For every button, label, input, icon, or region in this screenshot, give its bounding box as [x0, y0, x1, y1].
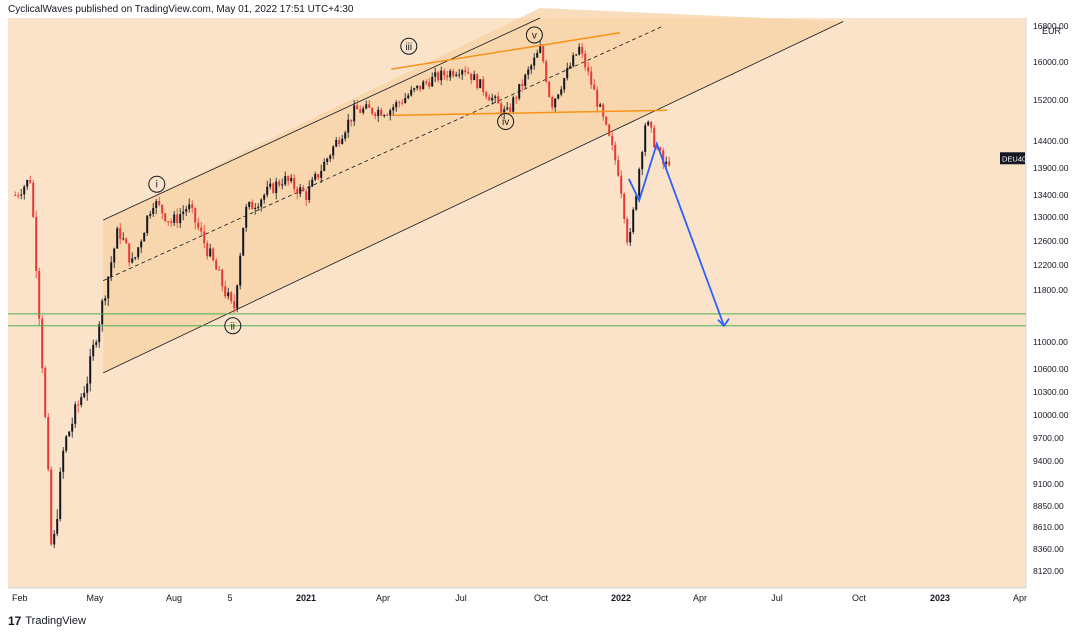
price-tick-label: 8850.00	[1033, 501, 1064, 511]
price-axis[interactable]: 16800.00 16000.00 15200.00 14400.00 13900.00…	[1000, 18, 1080, 588]
price-tick-label: 8610.00	[1033, 522, 1064, 532]
wave-label-text: iii	[405, 42, 412, 53]
time-tick-label: 5	[227, 593, 232, 603]
time-tick-label: Apr	[693, 593, 707, 603]
price-tick-label: 12200.00	[1033, 260, 1069, 270]
time-tick-label: 2023	[930, 593, 950, 603]
price-tick-label: 8120.00	[1033, 566, 1064, 576]
price-tick-label: 11800.00	[1033, 285, 1068, 295]
footer: 17 TradingView	[8, 614, 86, 628]
wave-label-text: ii	[231, 321, 235, 332]
price-tick-label: 9100.00	[1033, 479, 1064, 489]
time-tick-label: Oct	[852, 593, 867, 603]
time-tick-label: 2022	[611, 593, 631, 603]
wave-label-text: v	[532, 31, 537, 42]
time-axis[interactable]: Feb May Aug 5 2021 Apr Jul Oct 2022 Apr Jul Oct 2023…	[8, 587, 1027, 603]
wave-label-v	[525, 26, 543, 44]
price-tick-label: 11000.00	[1033, 337, 1068, 347]
price-tick-label: 13400.00	[1033, 190, 1069, 200]
tradingview-logo-text: TradingView	[25, 615, 86, 627]
time-tick-label: Feb	[12, 593, 28, 603]
wave-label-text: i	[156, 180, 158, 191]
time-tick-label: 2021	[296, 593, 316, 603]
price-tick-label: 16000.00	[1033, 57, 1069, 67]
wave-label-iii	[400, 37, 418, 55]
time-tick-label: May	[86, 593, 104, 603]
publisher-line: CyclicalWaves published on TradingView.c…	[8, 4, 354, 15]
tradingview-logo-icon: 17	[8, 614, 22, 628]
price-tick-label: 13900.00	[1033, 163, 1069, 173]
last-price-label: DEU40	[1002, 154, 1026, 163]
wave-label-i	[148, 175, 166, 193]
wave-label-ii	[224, 317, 242, 335]
currency-label: EUR	[1042, 26, 1062, 36]
time-tick-label: Apr	[1013, 593, 1027, 603]
wave-label-text: iv	[502, 117, 509, 128]
price-tick-label: 10000.00	[1033, 410, 1069, 420]
price-tick-label: 16800.00	[1033, 21, 1069, 31]
price-tick-label: 10600.00	[1033, 364, 1069, 374]
price-tick-label: 9400.00	[1033, 456, 1064, 466]
wave-label-iv	[497, 113, 515, 131]
candles	[14, 40, 671, 549]
price-tick-label: 8360.00	[1033, 544, 1064, 554]
price-tick-label: 10300.00	[1033, 387, 1069, 397]
price-tick-label: 13000.00	[1033, 212, 1069, 222]
time-tick-label: Jul	[455, 593, 467, 603]
price-tick-label: 9700.00	[1033, 433, 1064, 443]
price-tick-label: 12600.00	[1033, 236, 1069, 246]
time-tick-label: Apr	[376, 593, 390, 603]
price-tick-label: 14400.00	[1033, 136, 1069, 146]
time-tick-label: Oct	[534, 593, 549, 603]
time-tick-label: Aug	[166, 593, 182, 603]
time-tick-label: Jul	[771, 593, 783, 603]
wedge-lines	[391, 32, 668, 117]
projection-path	[627, 140, 730, 328]
price-tick-label: 15200.00	[1033, 95, 1069, 105]
